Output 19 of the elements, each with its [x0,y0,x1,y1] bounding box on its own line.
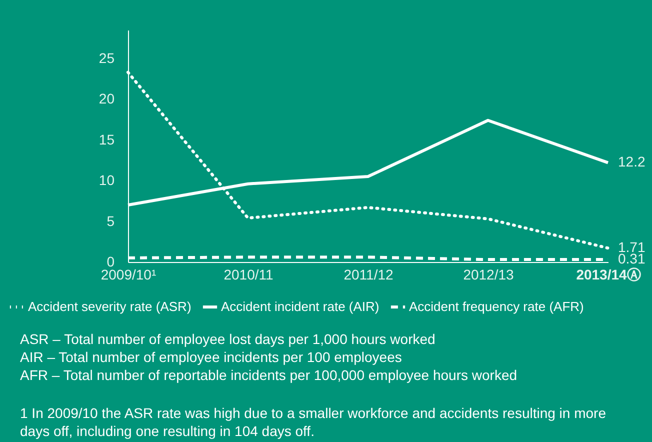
text: AFR – Total number of reportable incidents per 100,000 employee hours worked [20,367,518,383]
x-tick-label: 2013/14Ⓐ [576,266,641,282]
legend-label: Accident incident rate (AIR) [221,299,380,314]
legend-label: Accident severity rate (ASR) [28,299,192,314]
y-tick-label: 5 [106,212,115,229]
text: ASR – Total number of employee lost days per 1,000 hours worked [20,331,436,347]
x-tick-label: 2009/10¹ [100,266,156,282]
x-tick-label: 2011/12 [344,266,394,282]
y-tick-label: 10 [98,172,115,188]
text: 1 In 2009/10 the ASR rate was high due to a smaller workforce and accidents resulting in more days off, including one resulting in 104 days off. [20,405,606,439]
legend-label: Accident frequency rate (AFR) [409,299,584,314]
y-tick-label: 25 [98,50,115,66]
y-tick-label: 0 [106,254,115,270]
y-tick-label: 15 [98,131,115,148]
text: AIR – Total number of employee incidents per 100 employees [20,349,402,365]
data-label: 12.2 [618,154,646,170]
y-tick-label: 20 [98,90,115,107]
x-tick-label: 2010/11 [224,266,274,282]
x-tick-label: 2012/13 [463,266,514,282]
